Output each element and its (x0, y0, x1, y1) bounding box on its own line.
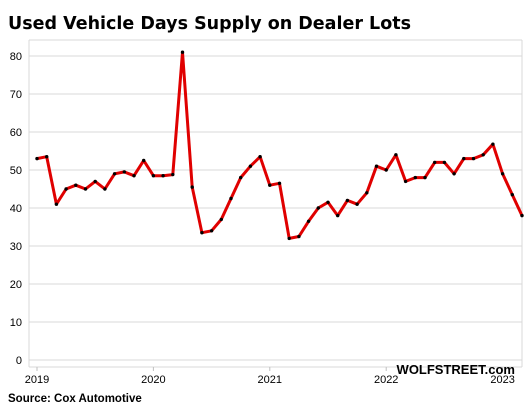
data-point-2019-04 (64, 187, 68, 191)
y-tick-label-10: 10 (10, 317, 22, 329)
data-point-2020-05 (190, 185, 194, 189)
brand-watermark: WOLFSTREET.com (396, 362, 515, 377)
y-tick-label-70: 70 (10, 89, 22, 101)
data-point-2019-06 (83, 187, 88, 191)
data-point-2022-02 (394, 153, 398, 157)
y-tick-label-40: 40 (10, 203, 22, 215)
data-point-2023-03 (520, 213, 524, 218)
data-point-2020-02 (161, 174, 165, 178)
data-point-2020-11 (248, 164, 253, 168)
data-point-2022-03 (403, 179, 408, 184)
x-tick-label-2020: 2020 (141, 374, 165, 386)
y-tick-label-50: 50 (10, 165, 22, 177)
x-tick-label-2023: 2023 (490, 374, 514, 386)
data-point-2019-09 (112, 172, 117, 176)
x-tick-label-2019: 2019 (25, 374, 49, 386)
data-point-2021-01 (268, 183, 272, 187)
data-point-2022-11 (481, 153, 485, 157)
data-point-2020-03 (171, 172, 175, 177)
x-tick-label-2021: 2021 (258, 374, 282, 386)
data-point-2021-11 (365, 191, 369, 195)
data-point-2022-06 (433, 160, 437, 165)
data-point-2019-08 (103, 187, 107, 191)
data-point-2019-01 (35, 156, 39, 161)
data-point-2020-07 (209, 229, 214, 233)
y-tick-label-30: 30 (10, 241, 22, 253)
data-point-2022-07 (442, 160, 447, 165)
y-tick-label-20: 20 (10, 279, 22, 291)
x-tick-label-2022: 2022 (374, 374, 398, 386)
data-point-2022-05 (423, 175, 427, 180)
data-point-2022-10 (471, 156, 476, 161)
data-point-2023-01 (500, 172, 505, 176)
data-point-2021-02 (277, 181, 282, 185)
data-point-2022-01 (384, 168, 388, 172)
data-point-2020-10 (239, 175, 243, 180)
x-axis: 2019 2020 2021 2022 2023 (25, 367, 515, 386)
data-point-2021-04 (297, 234, 301, 239)
data-point-2020-06 (200, 231, 204, 235)
data-point-2020-08 (219, 217, 223, 222)
data-point-2019-10 (122, 170, 127, 174)
data-point-2019-07 (93, 179, 97, 184)
data-point-2019-11 (132, 174, 136, 178)
y-axis-tick-labels: 0 10 20 30 40 50 60 70 80 (10, 51, 22, 367)
data-point-2022-09 (462, 156, 466, 161)
data-point-2019-05 (74, 183, 78, 187)
y-tick-label-80: 80 (10, 51, 22, 63)
data-point-2020-12 (258, 155, 262, 159)
data-point-2021-08 (336, 213, 340, 218)
y-tick-label-0: 0 (16, 355, 22, 367)
data-point-2023-02 (510, 193, 514, 197)
data-point-2021-03 (287, 236, 291, 241)
data-point-2019-03 (54, 202, 59, 206)
source-note: Source: Cox Automotive (8, 393, 142, 405)
chart-title: Used Vehicle Days Supply on Dealer Lots (8, 14, 412, 34)
data-point-2021-12 (374, 164, 379, 168)
data-point-2022-08 (452, 172, 456, 176)
data-point-2021-07 (326, 200, 330, 204)
data-point-2022-12 (491, 142, 495, 146)
data-point-2021-05 (306, 219, 311, 223)
data-point-2020-01 (151, 174, 156, 178)
series-line (35, 50, 524, 240)
data-point-2019-12 (142, 158, 146, 163)
data-markers (35, 50, 524, 241)
data-point-2021-09 (345, 198, 350, 203)
series-line-days-supply (35, 50, 524, 240)
y-tick-label-60: 60 (10, 127, 22, 139)
data-point-2021-10 (355, 202, 359, 206)
data-point-2020-04 (180, 50, 185, 54)
gridlines (28, 39, 523, 368)
data-point-2019-02 (45, 155, 49, 159)
data-point-2020-09 (229, 196, 233, 201)
data-point-2022-04 (413, 175, 417, 180)
data-point-2021-06 (316, 206, 320, 210)
